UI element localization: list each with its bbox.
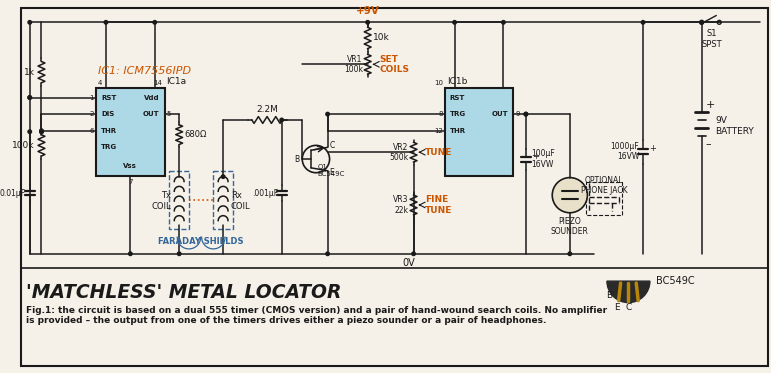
Text: B: B xyxy=(606,291,612,300)
Text: RST: RST xyxy=(101,94,116,100)
Circle shape xyxy=(104,21,108,24)
Text: 9V
BATTERY: 9V BATTERY xyxy=(715,116,754,135)
Text: +9V: +9V xyxy=(355,6,379,16)
Text: IC1: ICM7556IPD: IC1: ICM7556IPD xyxy=(99,66,191,76)
Text: VR2
500k: VR2 500k xyxy=(389,142,409,162)
Text: Vdd: Vdd xyxy=(144,94,160,100)
Circle shape xyxy=(40,130,43,134)
Circle shape xyxy=(412,252,416,256)
Circle shape xyxy=(568,252,571,256)
Text: 100k: 100k xyxy=(12,141,35,150)
Circle shape xyxy=(280,118,284,122)
Text: C: C xyxy=(329,141,335,150)
Text: DIS: DIS xyxy=(101,111,114,117)
Text: B: B xyxy=(295,154,299,163)
Text: IC1a: IC1a xyxy=(167,77,187,86)
Circle shape xyxy=(700,21,703,24)
Text: OUT: OUT xyxy=(492,111,508,117)
Wedge shape xyxy=(607,281,650,303)
Circle shape xyxy=(28,130,32,134)
Text: 7: 7 xyxy=(128,179,133,185)
Text: E: E xyxy=(614,303,620,311)
Text: 680Ω: 680Ω xyxy=(184,130,207,139)
Text: S1
SPST: S1 SPST xyxy=(701,29,722,48)
Text: C: C xyxy=(625,303,631,311)
Text: OPTIONAL
PHONE JACK: OPTIONAL PHONE JACK xyxy=(581,176,628,195)
Circle shape xyxy=(40,130,43,134)
Text: .001µF: .001µF xyxy=(251,189,278,198)
Circle shape xyxy=(524,112,527,116)
Text: 100µF
16VW: 100µF 16VW xyxy=(530,149,554,169)
Text: VR1
100k: VR1 100k xyxy=(344,54,363,74)
Text: 'MATCHLESS' METAL LOCATOR: 'MATCHLESS' METAL LOCATOR xyxy=(26,283,342,302)
Circle shape xyxy=(502,21,505,24)
Text: 6: 6 xyxy=(89,128,94,134)
Text: BC549C: BC549C xyxy=(656,276,695,286)
Text: Vss: Vss xyxy=(123,163,137,169)
Text: TRG: TRG xyxy=(449,111,466,117)
Text: E: E xyxy=(329,168,335,177)
Text: 10: 10 xyxy=(434,80,443,86)
Text: 2.2M: 2.2M xyxy=(256,105,278,114)
Text: Fig.1: the circuit is based on a dual 555 timer (CMOS version) and a pair of han: Fig.1: the circuit is based on a dual 55… xyxy=(26,305,607,325)
Circle shape xyxy=(524,112,527,116)
Text: 1k: 1k xyxy=(24,68,35,76)
Text: IC1b: IC1b xyxy=(446,77,467,86)
Circle shape xyxy=(129,252,132,256)
Text: +: + xyxy=(705,100,715,110)
Circle shape xyxy=(40,129,43,132)
Text: 4: 4 xyxy=(98,80,103,86)
Text: FARADAY SHIELDS: FARADAY SHIELDS xyxy=(158,237,244,246)
Text: 0.01µF: 0.01µF xyxy=(0,189,26,198)
Text: 9: 9 xyxy=(515,111,520,117)
Circle shape xyxy=(177,252,181,256)
Text: FINE
TUNE: FINE TUNE xyxy=(426,195,453,214)
Circle shape xyxy=(221,175,225,178)
Text: –: – xyxy=(705,140,711,150)
Text: 14: 14 xyxy=(153,80,163,86)
Text: PIEZO
SOUNDER: PIEZO SOUNDER xyxy=(551,217,589,236)
Text: TUNE: TUNE xyxy=(426,148,453,157)
Text: TRG: TRG xyxy=(101,144,117,150)
Text: 12: 12 xyxy=(434,128,443,134)
Circle shape xyxy=(28,96,32,99)
Text: 1000µF
16VW: 1000µF 16VW xyxy=(611,141,639,161)
Circle shape xyxy=(153,21,157,24)
Text: Rx
COIL: Rx COIL xyxy=(231,191,251,211)
Text: 2: 2 xyxy=(90,111,94,117)
Text: 10k: 10k xyxy=(372,34,389,43)
Text: THR: THR xyxy=(101,128,117,134)
Text: 1: 1 xyxy=(89,94,94,100)
Text: 8: 8 xyxy=(439,111,443,117)
Text: +: + xyxy=(649,144,656,153)
Text: Q1
BC549C: Q1 BC549C xyxy=(318,164,345,177)
Text: VR3
22k: VR3 22k xyxy=(393,195,409,214)
Text: 5: 5 xyxy=(167,111,171,117)
Circle shape xyxy=(453,21,456,24)
Circle shape xyxy=(366,21,369,24)
Text: OUT: OUT xyxy=(143,111,160,117)
Circle shape xyxy=(641,21,645,24)
Text: THR: THR xyxy=(449,128,466,134)
Text: SET
COILS: SET COILS xyxy=(379,54,409,74)
Circle shape xyxy=(326,252,329,256)
Text: +: + xyxy=(532,151,539,161)
FancyBboxPatch shape xyxy=(445,88,513,176)
Text: Tx
COIL: Tx COIL xyxy=(152,191,171,211)
Text: 0V: 0V xyxy=(402,258,415,268)
FancyBboxPatch shape xyxy=(96,88,164,176)
Text: RST: RST xyxy=(449,94,465,100)
Circle shape xyxy=(326,112,329,116)
FancyBboxPatch shape xyxy=(21,8,768,366)
Circle shape xyxy=(28,96,32,99)
Circle shape xyxy=(28,21,32,24)
Circle shape xyxy=(552,178,588,213)
